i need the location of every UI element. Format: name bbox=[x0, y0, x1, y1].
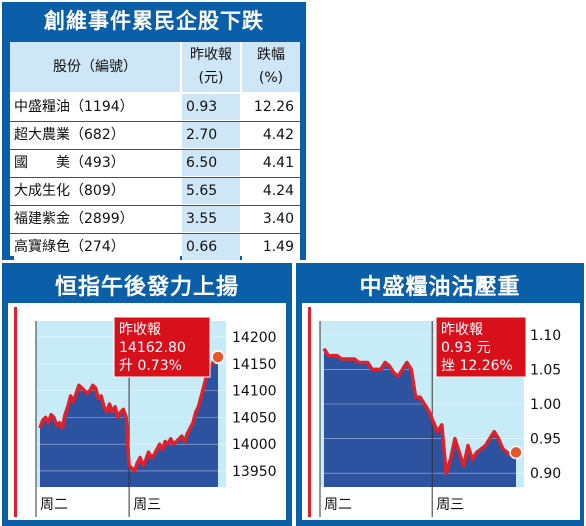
stock-pct: 12.26 bbox=[242, 94, 300, 120]
row-divider bbox=[10, 205, 300, 206]
y-tick-label: 1.10 bbox=[530, 328, 561, 344]
table-row: 福建紫金（2899） 3.55 3.40 bbox=[10, 206, 300, 232]
y-tick-label: 0.90 bbox=[530, 466, 561, 482]
row-divider bbox=[10, 233, 300, 234]
accent-bar bbox=[14, 307, 17, 517]
table-row: 國 美（493） 6.50 4.41 bbox=[10, 150, 300, 176]
header-close-unit: (元) bbox=[198, 70, 224, 86]
stock-close: 3.55 bbox=[182, 206, 240, 232]
row-divider bbox=[10, 121, 300, 122]
annotation-text: 0.93 元 bbox=[441, 340, 491, 356]
series-line bbox=[322, 347, 518, 475]
y-tick-label: 0.95 bbox=[530, 432, 561, 448]
agri-chart-title: 中盛糧油沽壓重 bbox=[359, 275, 521, 300]
agri-chart-svg: 1.10 1.05 1.00 0.95 0.90 周二 周三 昨收報 0.93 元挫 12.26… bbox=[308, 307, 561, 517]
stock-close: 6.50 bbox=[182, 150, 240, 176]
stock-name: 大成生化（809） bbox=[14, 178, 180, 204]
hsi-chart-body: 14200 14150 14100 14050 14000 13950 周二 周三 昨收報 141… bbox=[8, 303, 286, 520]
hsi-chart-svg: 14200 14150 14100 14050 14000 13950 周二 周三 昨收報 141… bbox=[14, 307, 277, 517]
stock-close: 2.70 bbox=[182, 122, 240, 148]
header-pct-label: 跌幅 bbox=[257, 47, 285, 63]
series-line bbox=[38, 355, 219, 473]
annotation-box bbox=[435, 316, 527, 378]
y-tick-label: 14000 bbox=[232, 437, 277, 453]
stock-pct: 4.41 bbox=[242, 150, 300, 176]
stock-pct: 4.42 bbox=[242, 122, 300, 148]
annotation-text: 昨收報 bbox=[119, 322, 161, 338]
x-tick-label: 周二 bbox=[40, 497, 68, 513]
agri-chart-panel: 中盛糧油沽壓重 1.10 1.05 1.00 0.95 0.90 周二 周三 昨收報 0.93 … bbox=[296, 263, 584, 526]
annotation-text: 14162.80 bbox=[119, 340, 186, 356]
stock-name: 福建紫金（2899） bbox=[14, 206, 180, 232]
header-close-label: 昨收報 bbox=[190, 47, 232, 63]
accent-bar bbox=[308, 307, 311, 517]
annotation-text: 挫 12.26% bbox=[441, 358, 513, 374]
header-close: 昨收報 (元) bbox=[182, 42, 240, 92]
y-tick-label: 13950 bbox=[232, 464, 277, 480]
stock-close: 0.66 bbox=[182, 234, 240, 260]
annotation-box bbox=[113, 316, 211, 378]
y-tick-label: 1.00 bbox=[530, 397, 561, 413]
stock-close: 0.93 bbox=[182, 94, 240, 120]
x-tick-label: 周三 bbox=[436, 497, 464, 513]
row-divider bbox=[10, 177, 300, 178]
last-price-marker bbox=[211, 350, 225, 364]
row-divider bbox=[10, 149, 300, 150]
stock-name: 高寶綠色（274） bbox=[14, 234, 180, 260]
y-tick-label: 14100 bbox=[232, 384, 277, 400]
y-tick-label: 1.05 bbox=[530, 362, 561, 378]
stock-pct: 4.24 bbox=[242, 178, 300, 204]
y-tick-label: 14050 bbox=[232, 410, 277, 426]
header-pct-unit: (%) bbox=[258, 70, 284, 86]
stock-name: 超大農業（682） bbox=[14, 122, 180, 148]
table-row: 中盛糧油（1194） 0.93 12.26 bbox=[10, 94, 300, 120]
y-tick-label: 14150 bbox=[232, 357, 277, 373]
last-price-marker bbox=[509, 445, 523, 460]
stock-pct: 3.40 bbox=[242, 206, 300, 232]
decline-table: 股份（編號） 昨收報 (元) 跌幅 (%) 中盛糧油（1194） 0.93 12… bbox=[10, 42, 300, 260]
decline-table-panel: 創維事件累民企股下跌 股份（編號） 昨收報 (元) 跌幅 (%) 中盛糧油（11… bbox=[2, 2, 306, 260]
stock-name: 中盛糧油（1194） bbox=[14, 94, 180, 120]
table-row: 超大農業（682） 2.70 4.42 bbox=[10, 122, 300, 148]
stock-name: 國 美（493） bbox=[14, 150, 180, 176]
x-tick-label: 周二 bbox=[324, 497, 352, 513]
area-fill bbox=[40, 357, 218, 487]
table-row: 高寶綠色（274） 0.66 1.49 bbox=[10, 234, 300, 260]
y-tick-label: 14200 bbox=[232, 330, 277, 346]
hsi-chart-title: 恒指午後發力上揚 bbox=[54, 275, 239, 300]
header-pct: 跌幅 (%) bbox=[242, 42, 300, 92]
stock-close: 5.65 bbox=[182, 178, 240, 204]
annotation-text: 昨收報 bbox=[441, 322, 483, 338]
agri-chart-body: 1.10 1.05 1.00 0.95 0.90 周二 周三 昨收報 0.93 元挫 12.26… bbox=[302, 303, 580, 520]
hsi-chart-panel: 恒指午後發力上揚 14200 14150 14100 14050 14000 13950 周… bbox=[2, 263, 292, 526]
stock-pct: 1.49 bbox=[242, 234, 300, 260]
table-title: 創維事件累民企股下跌 bbox=[44, 9, 264, 33]
x-tick-label: 周三 bbox=[133, 497, 161, 513]
annotation-text: 升 0.73% bbox=[119, 358, 182, 374]
header-stock-label: 股份（編號） bbox=[53, 58, 137, 75]
table-row: 大成生化（809） 5.65 4.24 bbox=[10, 178, 300, 204]
header-stock: 股份（編號） bbox=[10, 42, 180, 92]
